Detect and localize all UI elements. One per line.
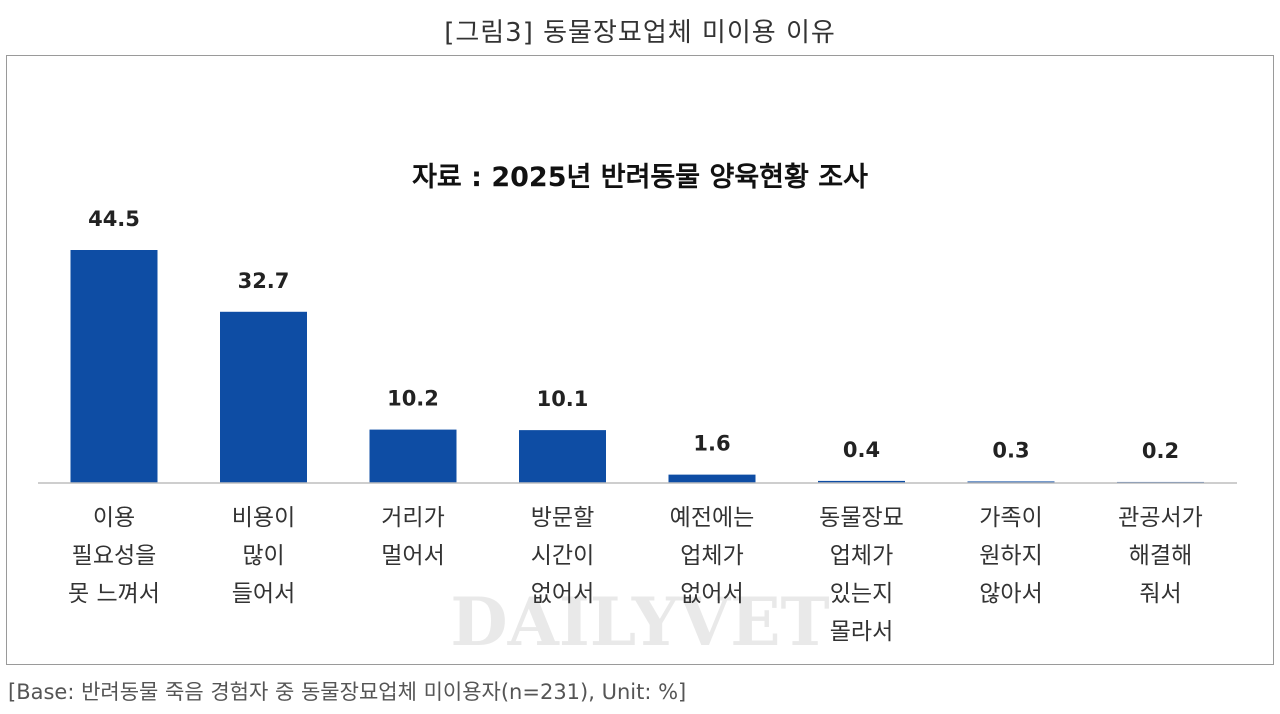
category-label-line: 없어서 (531, 581, 594, 607)
category-label-line: 몰라서 (830, 619, 893, 645)
value-label-8: 0.2 (1142, 439, 1179, 463)
value-label-3: 10.2 (387, 387, 439, 411)
chart-frame (6, 55, 1274, 665)
footnote: [Base: 반려동물 죽음 경험자 중 동물장묘업체 미이용자(n=231),… (8, 680, 687, 704)
bar-1 (70, 250, 158, 483)
chart-title: 자료 : 2025년 반려동물 양육현황 조사 (412, 162, 868, 193)
category-label-line: 업체가 (680, 543, 743, 569)
value-label-6: 0.4 (843, 438, 880, 462)
bar-7 (967, 481, 1055, 483)
category-label-line: 많이 (242, 543, 284, 569)
category-label-line: 않아서 (979, 581, 1042, 607)
category-label-line: 방문할 (531, 505, 594, 531)
category-label-line: 필요성을 (72, 543, 157, 569)
category-label-line: 줘서 (1139, 581, 1181, 607)
watermark-text: DAILYVET (450, 583, 829, 661)
category-label-line: 들어서 (232, 581, 295, 607)
value-label-2: 32.7 (238, 269, 290, 293)
category-label-line: 예전에는 (670, 505, 755, 531)
bar-3 (369, 429, 457, 483)
category-label-line: 비용이 (232, 505, 295, 531)
category-label-line: 있는지 (830, 581, 893, 607)
bar-4 (519, 430, 606, 483)
bar-5 (668, 474, 756, 483)
value-label-5: 1.6 (693, 432, 730, 456)
category-label-line: 해결해 (1129, 543, 1192, 569)
bar-6 (818, 480, 905, 483)
category-label-line: 거리가 (381, 505, 444, 531)
category-label-line: 없어서 (680, 581, 743, 607)
value-label-7: 0.3 (992, 438, 1029, 462)
category-label-line: 이용 (93, 505, 135, 531)
category-label-line: 가족이 (979, 505, 1042, 531)
category-label-line: 업체가 (830, 543, 893, 569)
category-label-line: 못 느껴서 (68, 581, 160, 607)
category-label-line: 멀어서 (381, 543, 444, 569)
figure-title: [그림3] 동물장묘업체 미이용 이유 (444, 18, 836, 48)
value-label-1: 44.5 (88, 207, 140, 231)
category-label-line: 동물장묘 (819, 505, 904, 531)
category-label-line: 원하지 (979, 543, 1042, 569)
category-label-line: 관공서가 (1118, 505, 1203, 531)
bar-2 (220, 311, 307, 483)
value-label-4: 10.1 (537, 387, 589, 411)
category-label-line: 시간이 (531, 543, 594, 569)
